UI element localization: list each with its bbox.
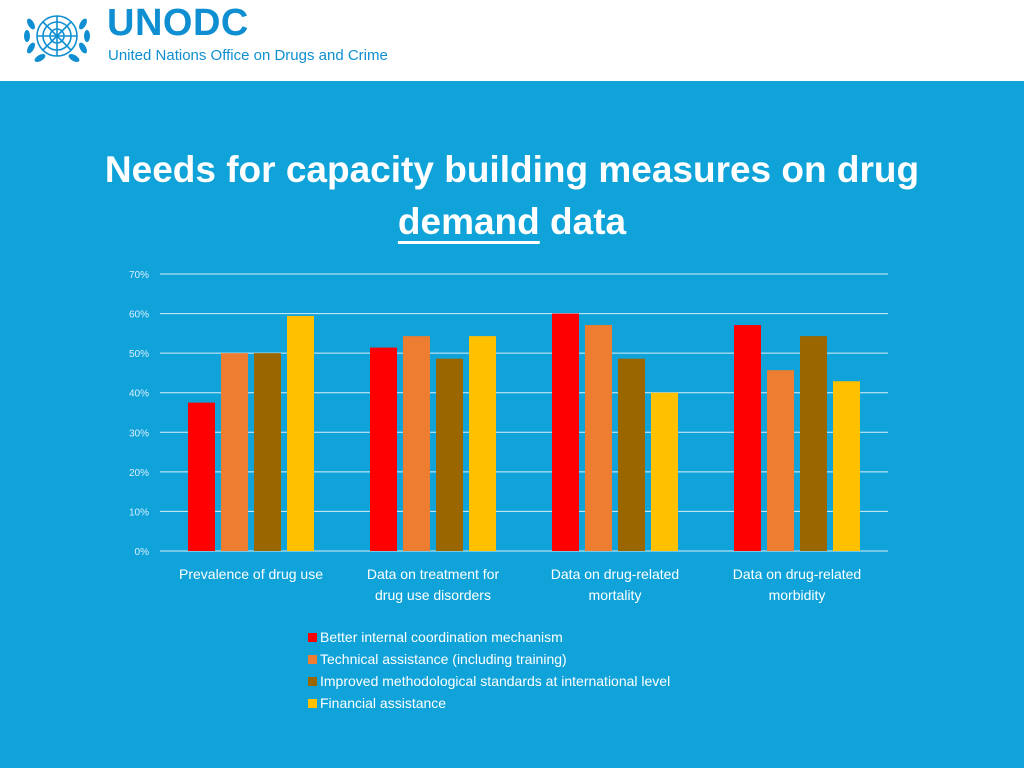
legend-swatch	[308, 633, 317, 642]
bar	[254, 353, 281, 551]
bar	[552, 314, 579, 551]
legend-label: Technical assistance (including training…	[320, 651, 567, 667]
bar	[436, 359, 463, 551]
un-emblem-icon	[20, 4, 94, 70]
x-tick-label: Data on drug-related	[733, 566, 861, 582]
y-tick-label: 70%	[129, 270, 149, 281]
bar	[188, 403, 215, 551]
legend-item: Better internal coordination mechanism	[308, 626, 670, 648]
x-tick-label: Data on treatment for	[367, 566, 500, 582]
y-tick-label: 0%	[135, 547, 150, 558]
x-tick-label: mortality	[589, 587, 642, 603]
bar	[734, 325, 761, 551]
x-tick-label: morbidity	[769, 587, 826, 603]
bar	[469, 336, 496, 551]
logo-subtitle: United Nations Office on Drugs and Crime	[108, 47, 388, 64]
y-tick-label: 20%	[129, 468, 149, 479]
bar	[221, 353, 248, 551]
header-bar: UNODC United Nations Office on Drugs and…	[0, 0, 1024, 81]
bar	[767, 370, 794, 551]
legend-swatch	[308, 655, 317, 664]
legend-label: Financial assistance	[320, 695, 446, 711]
bar	[618, 359, 645, 551]
y-tick-label: 50%	[129, 349, 149, 360]
bar	[370, 348, 397, 551]
y-tick-label: 10%	[129, 507, 149, 518]
chart-legend: Better internal coordination mechanism Te…	[308, 626, 670, 714]
y-tick-label: 30%	[129, 428, 149, 439]
x-tick-label: drug use disorders	[375, 587, 491, 603]
bar	[585, 325, 612, 551]
legend-item: Financial assistance	[308, 692, 670, 714]
legend-label: Better internal coordination mechanism	[320, 629, 563, 645]
bar	[651, 393, 678, 551]
logo-text: UNODC	[107, 2, 249, 45]
legend-swatch	[308, 699, 317, 708]
legend-label: Improved methodological standards at int…	[320, 673, 670, 689]
legend-swatch	[308, 677, 317, 686]
legend-item: Improved methodological standards at int…	[308, 670, 670, 692]
legend-item: Technical assistance (including training…	[308, 648, 670, 670]
y-tick-label: 40%	[129, 389, 149, 400]
bar	[287, 316, 314, 551]
slide-body: Needs for capacity building measures on …	[0, 81, 1024, 768]
y-tick-label: 60%	[129, 310, 149, 321]
bar	[403, 336, 430, 551]
bar	[833, 381, 860, 551]
bar	[800, 336, 827, 551]
x-tick-label: Data on drug-related	[551, 566, 679, 582]
x-tick-label: Prevalence of drug use	[179, 566, 323, 582]
